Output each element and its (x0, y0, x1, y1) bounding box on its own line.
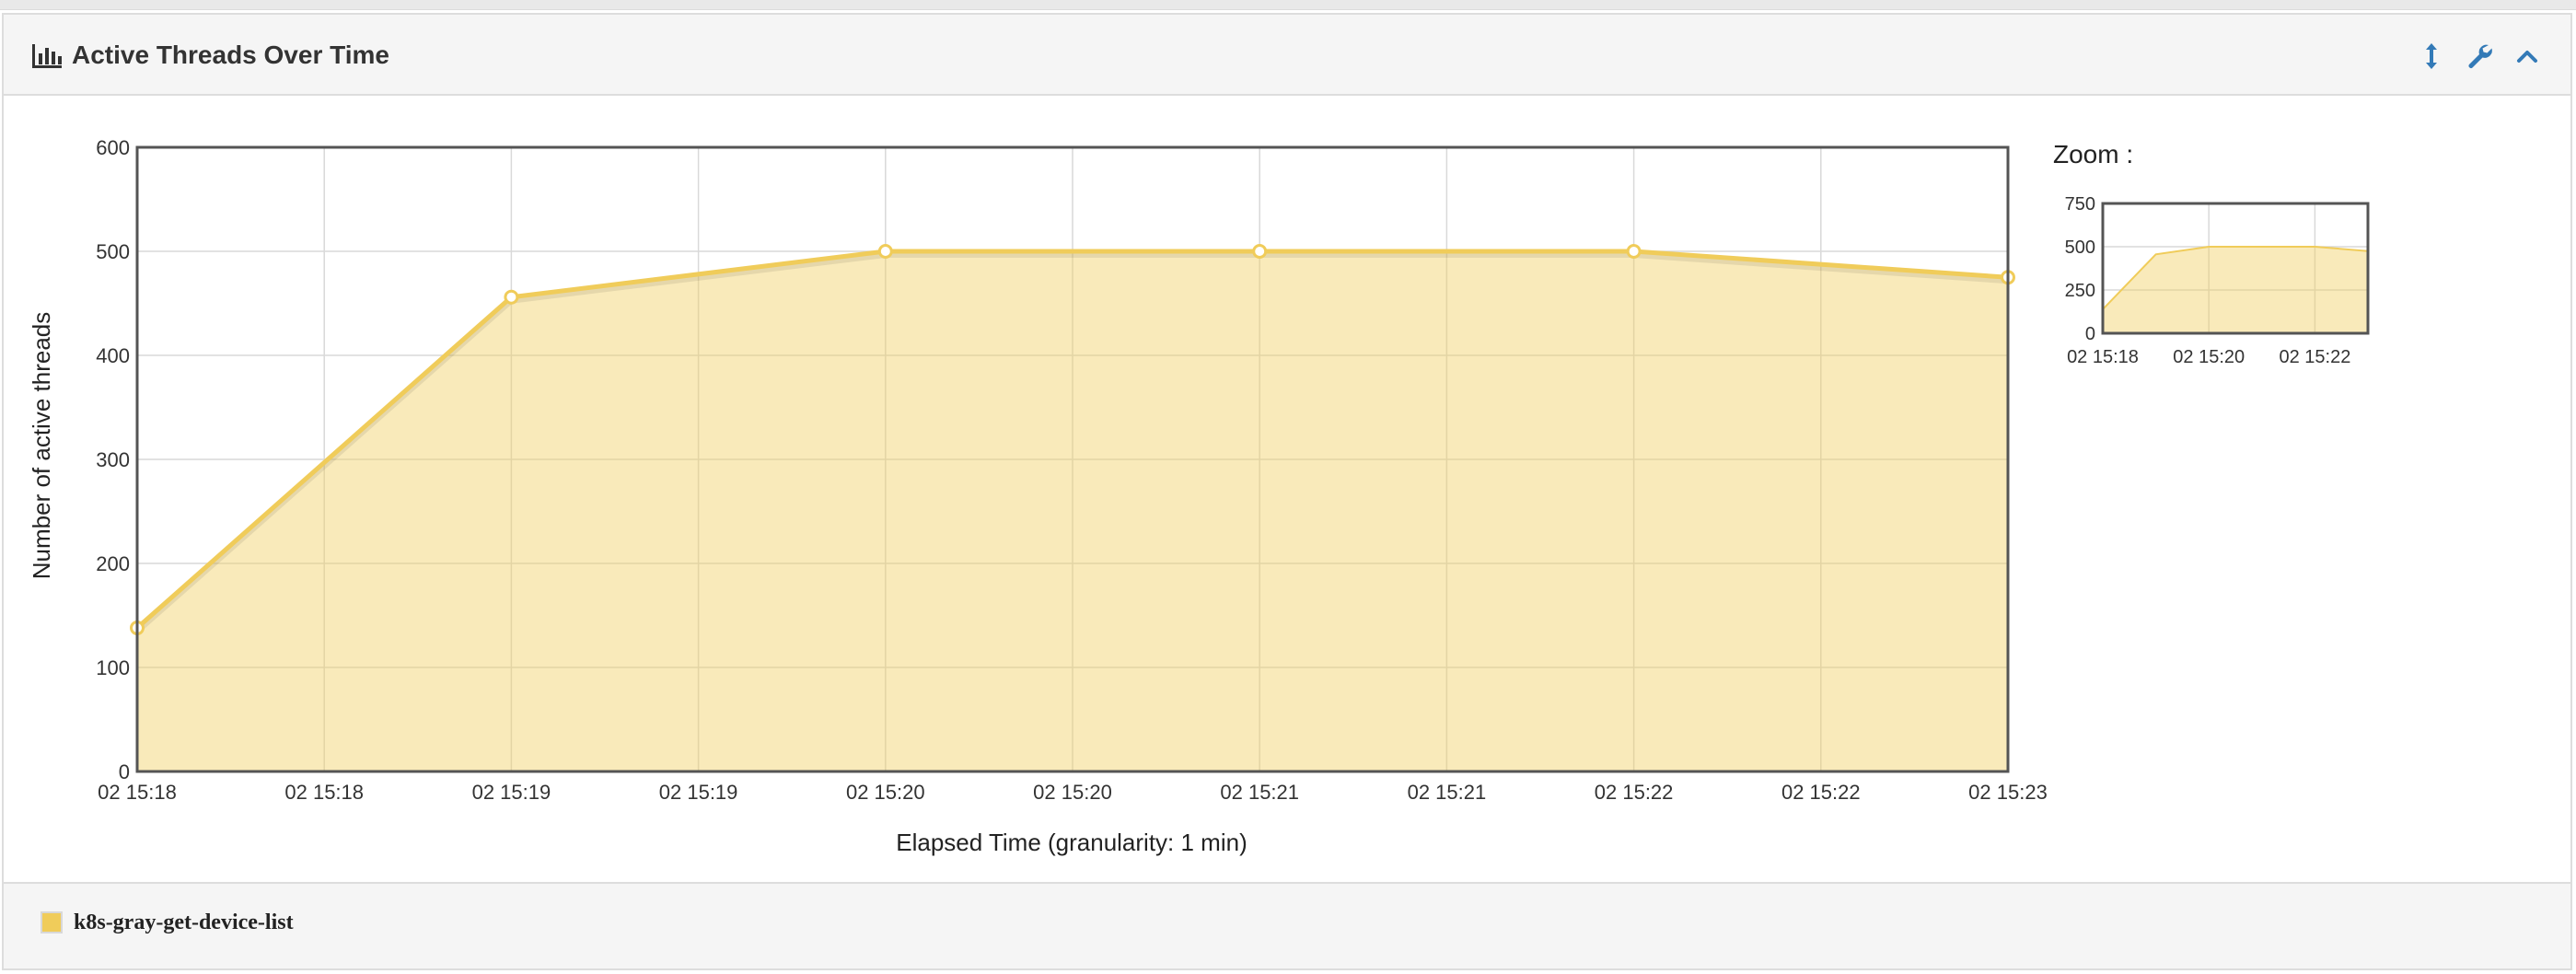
series-line (135, 249, 2009, 630)
x-tick-label: 02 15:21 (1220, 781, 1299, 804)
panel-title: Active Threads Over Time (72, 41, 389, 69)
zoom-x-tick-label: 02 15:22 (2279, 347, 2350, 367)
zoom-label: Zoom : (2053, 140, 2133, 168)
zoom-x-tick-label: 02 15:18 (2067, 347, 2139, 367)
chart-area: 02 15:18 02 15:18 02 15:19 02 15:19 02 15:20… (4, 96, 2570, 878)
resize-vertical-icon[interactable] (2416, 41, 2447, 72)
y-tick-label: 0 (119, 760, 130, 783)
y-tick-label: 100 (96, 656, 130, 679)
y-tick-label: 200 (96, 552, 130, 575)
wrench-icon[interactable] (2464, 41, 2495, 72)
zoom-series-line (2102, 246, 2369, 310)
x-tick-label: 02 15:20 (1033, 781, 1112, 804)
data-point (1626, 244, 1642, 259)
x-tick-label: 02 15:19 (472, 781, 551, 804)
series-line-shadow (135, 252, 2009, 634)
data-point (877, 244, 893, 259)
zoom-y-tick-label: 500 (2065, 238, 2095, 258)
legend-bar: k8s-gray-get-device-list (4, 882, 2570, 968)
zoom-y-tick-label: 250 (2065, 281, 2095, 301)
zoom-chart[interactable]: 0 250 500 750 02 15:18 02 15:20 02 15:22 (2065, 194, 2370, 367)
zoom-x-tick-label: 02 15:20 (2173, 347, 2245, 367)
y-tick-label: 500 (96, 240, 130, 263)
plot-frame (135, 145, 2010, 773)
chevron-up-icon[interactable] (2512, 41, 2543, 72)
x-tick-label: 02 15:18 (284, 781, 364, 804)
bar-chart-icon (32, 44, 62, 68)
chart-panel: Active Threads Over Time 02 15:18 02 15:1… (2, 13, 2572, 970)
y-tick-label: 400 (96, 344, 130, 367)
zoom-frame (2101, 202, 2370, 335)
x-tick-label: 02 15:22 (1781, 781, 1861, 804)
x-tick-label: 02 15:20 (846, 781, 925, 804)
top-strip (0, 0, 2576, 10)
zoom-y-tick-label: 750 (2065, 194, 2095, 215)
zoom-series-area (2103, 247, 2368, 333)
x-tick-label: 02 15:22 (1595, 781, 1674, 804)
y-axis-label: Number of active threads (28, 312, 55, 579)
legend-swatch[interactable] (41, 911, 63, 933)
x-tick-label: 02 15:18 (98, 781, 177, 804)
x-tick-label: 02 15:21 (1408, 781, 1487, 804)
y-tick-label: 300 (96, 448, 130, 471)
main-ticks: 02 15:18 02 15:18 02 15:19 02 15:19 02 15:20… (96, 136, 2048, 804)
panel-heading: Active Threads Over Time (4, 15, 2570, 96)
main-series (130, 244, 2015, 771)
main-chart: 02 15:18 02 15:18 02 15:19 02 15:19 02 15:20… (28, 136, 2370, 856)
legend-label[interactable]: k8s-gray-get-device-list (74, 910, 294, 934)
x-tick-label: 02 15:19 (659, 781, 738, 804)
x-axis-label: Elapsed Time (granularity: 1 min) (896, 829, 1247, 856)
series-area (137, 251, 2008, 771)
data-point (1252, 244, 1268, 259)
y-tick-label: 600 (96, 136, 130, 159)
data-point (504, 289, 519, 305)
x-tick-label: 02 15:23 (1968, 781, 2048, 804)
zoom-y-tick-label: 0 (2085, 324, 2095, 344)
main-axes (135, 145, 2010, 773)
